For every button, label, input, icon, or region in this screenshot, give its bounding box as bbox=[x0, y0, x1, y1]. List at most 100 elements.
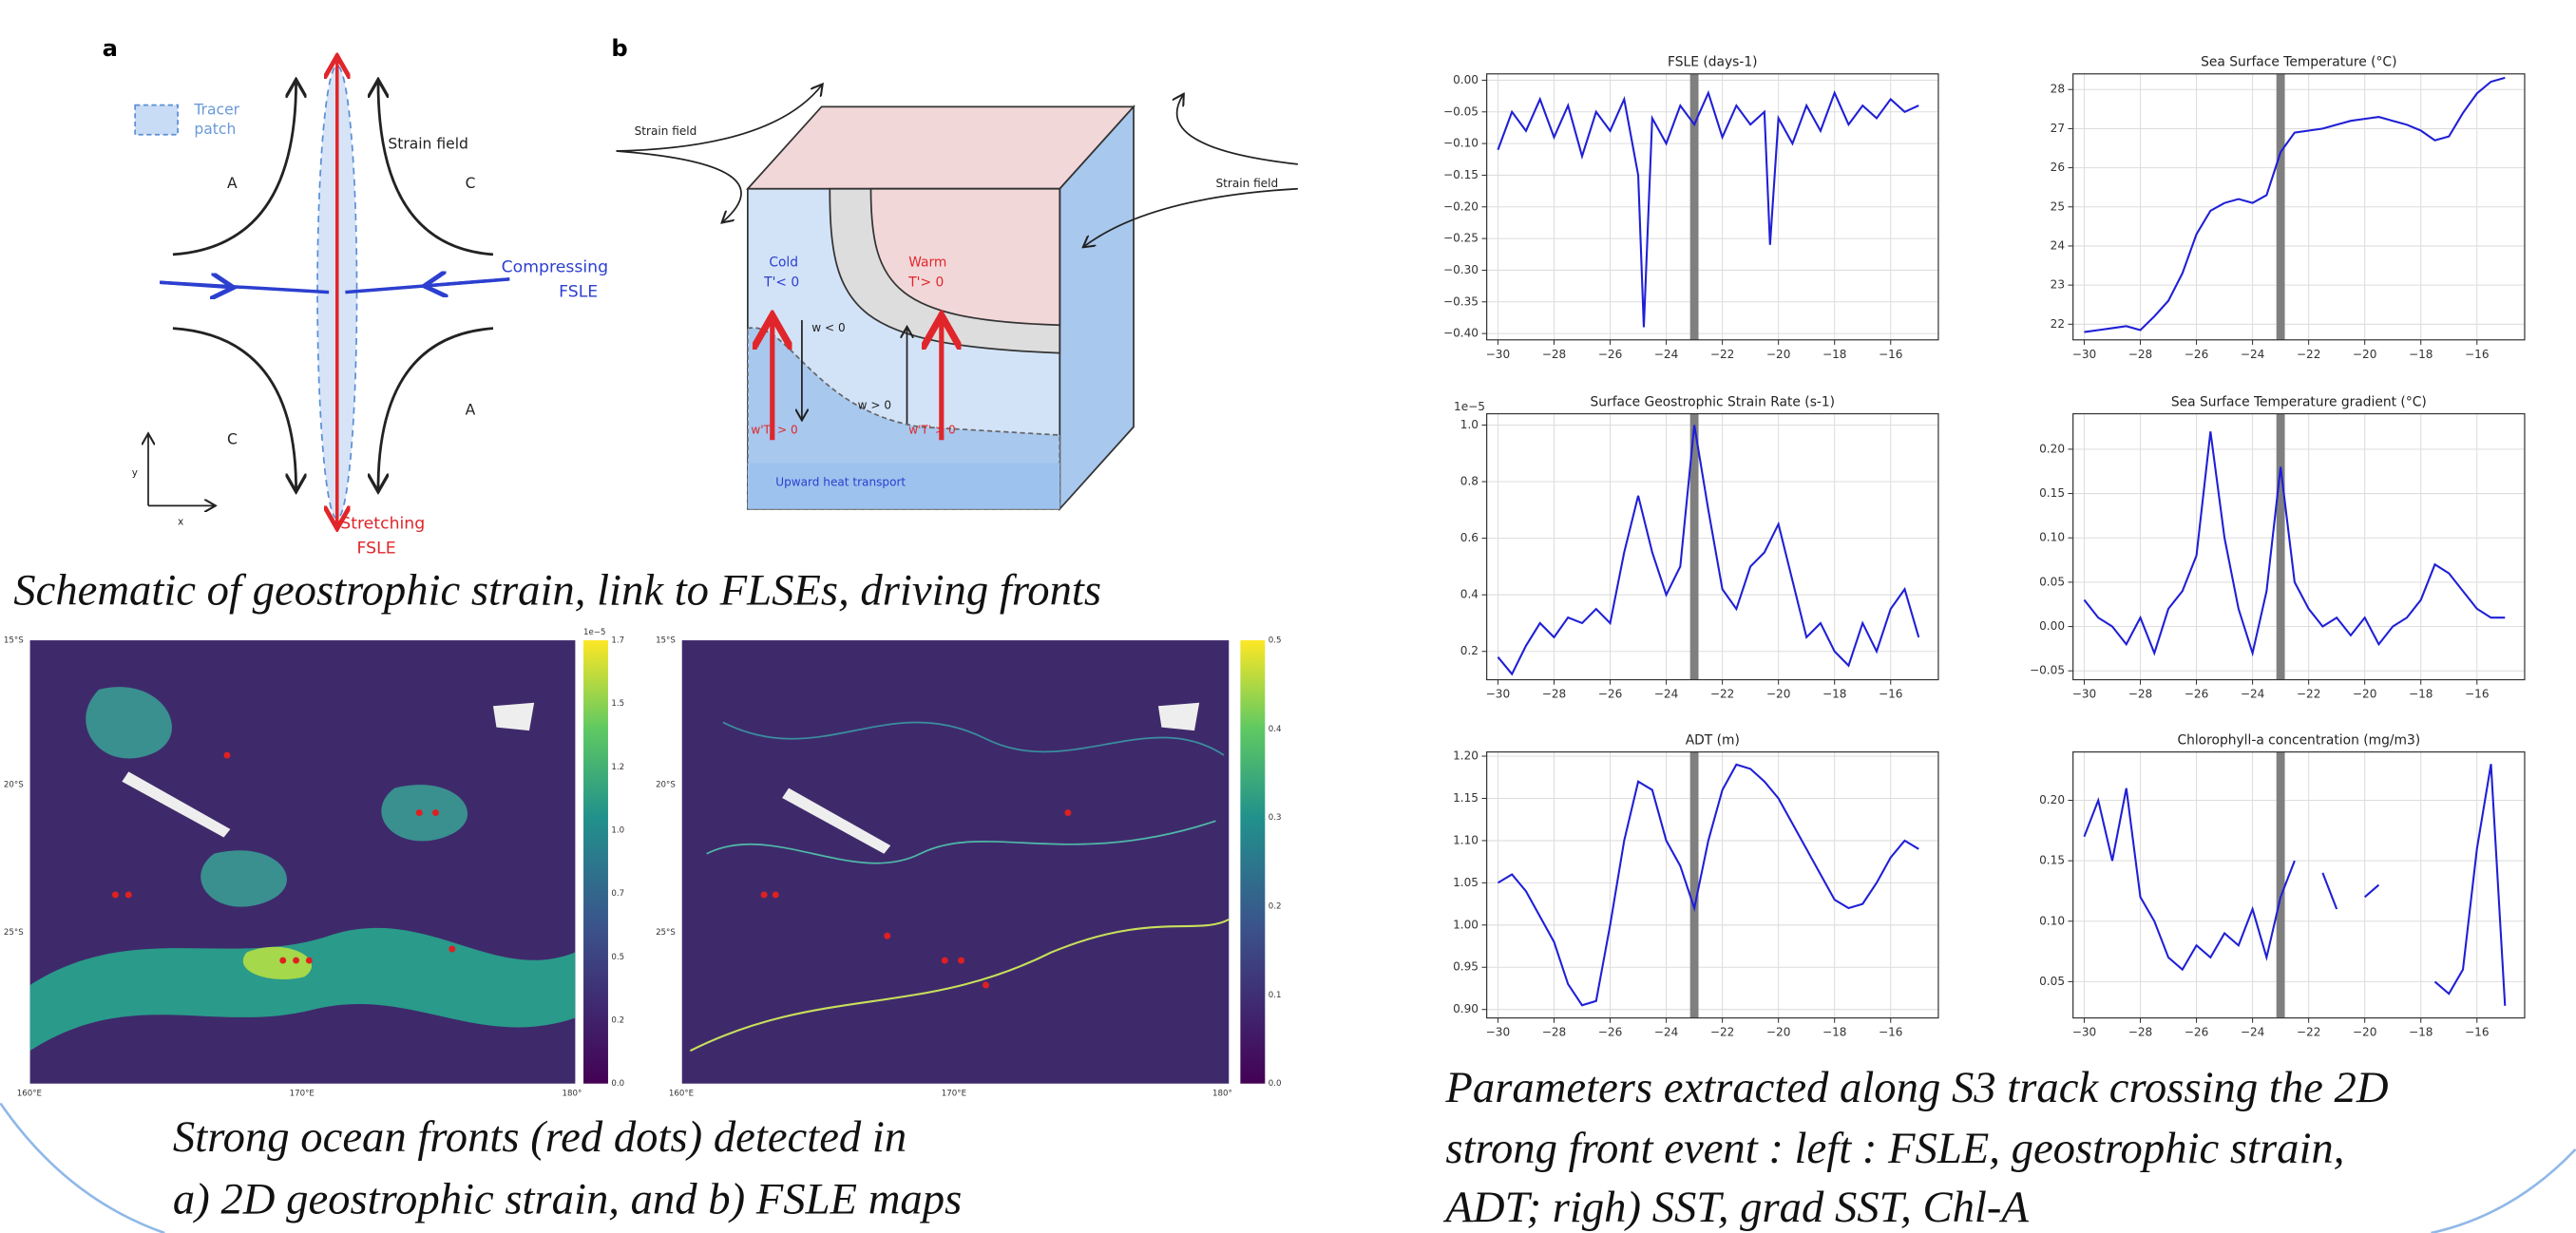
lon-label: 160°E bbox=[17, 1090, 42, 1099]
island bbox=[492, 702, 535, 731]
compressing-label: FSLE bbox=[559, 283, 598, 302]
x-tick-label: −26 bbox=[1598, 348, 1623, 361]
colorbar-tick: 1.2 bbox=[611, 763, 624, 772]
axis-label: x bbox=[178, 517, 183, 528]
lat-label: 15°S bbox=[4, 636, 24, 646]
y-tick-label: 0.8 bbox=[1460, 475, 1479, 488]
colorbar-tick: 1.0 bbox=[611, 826, 624, 836]
x-tick-label: −24 bbox=[1654, 1026, 1679, 1039]
y-tick-label: 0.10 bbox=[2039, 531, 2065, 544]
warm-label: Warm bbox=[908, 256, 946, 271]
flux-label: w'T' > 0 bbox=[751, 423, 797, 436]
cold-label: Cold bbox=[769, 256, 798, 271]
x-tick-label: −18 bbox=[2409, 688, 2433, 701]
colorbar-tick: 1.5 bbox=[611, 699, 624, 709]
colorbar-tick: 0.0 bbox=[611, 1079, 624, 1089]
caption: a) 2D geostrophic strain, and b) FSLE ma… bbox=[173, 1175, 962, 1224]
lon-label: 160°E bbox=[669, 1090, 694, 1099]
x-tick-label: −26 bbox=[2185, 688, 2209, 701]
y-tick-label: −0.15 bbox=[1443, 168, 1479, 181]
chart-title: ADT (m) bbox=[1686, 732, 1740, 748]
highlight-band bbox=[1689, 751, 1699, 1018]
warm-layer bbox=[869, 187, 1061, 327]
region-label: C bbox=[227, 431, 238, 448]
legend-text: patch bbox=[194, 121, 236, 138]
strain-label: Strain field bbox=[635, 124, 697, 138]
x-tick-label: −30 bbox=[1486, 348, 1511, 361]
line-chart: −30 −28 −26 −24 −22 −20 −18 −16 0.00 −0.05 −0.10 −0… bbox=[1443, 55, 1939, 361]
x-tick-label: −16 bbox=[2465, 1026, 2490, 1039]
plot-frame bbox=[2072, 73, 2526, 341]
colorbar-tick: 0.0 bbox=[1269, 1079, 1282, 1089]
x-tick-label: −16 bbox=[1879, 1026, 1903, 1039]
data-line bbox=[2083, 431, 2506, 657]
y-tick-label: 1.15 bbox=[1453, 791, 1479, 805]
lon-label: 170°E bbox=[290, 1090, 315, 1099]
colorbar-tick: 0.2 bbox=[611, 1016, 624, 1026]
y-tick-label: −0.35 bbox=[1443, 294, 1479, 308]
x-tick-label: −22 bbox=[2297, 348, 2321, 361]
x-tick-label: −20 bbox=[1766, 688, 1791, 701]
colorbar-tick: 0.3 bbox=[1269, 813, 1282, 823]
x-tick-label: −28 bbox=[1542, 1026, 1567, 1039]
data-line bbox=[1497, 425, 1920, 676]
x-tick-label: −22 bbox=[1710, 1026, 1735, 1039]
y-tick-label: 0.15 bbox=[2039, 854, 2065, 867]
x-tick-label: −22 bbox=[2297, 688, 2321, 701]
x-tick-label: −20 bbox=[1766, 348, 1791, 361]
field-blob bbox=[242, 946, 313, 979]
legend-text: Tracer bbox=[193, 101, 239, 118]
x-tick-label: −30 bbox=[2072, 348, 2097, 361]
x-tick-label: −30 bbox=[2072, 1026, 2097, 1039]
chart-title: FSLE (days-1) bbox=[1668, 55, 1757, 70]
x-tick-label: −20 bbox=[1766, 1026, 1791, 1039]
y-tick-label: 0.10 bbox=[2039, 914, 2065, 927]
schematic-a: a Tracer patch Strain field A C C A Comp… bbox=[103, 35, 608, 558]
y-tick-label: 22 bbox=[2051, 317, 2065, 331]
y-tick-label: 0.95 bbox=[1453, 960, 1479, 974]
fsle-filament bbox=[722, 721, 1225, 756]
caption: ADT; righ) SST, grad SST, Chl-A bbox=[1442, 1183, 2029, 1232]
highlight-band bbox=[2276, 73, 2285, 340]
y-tick-label: 28 bbox=[2051, 83, 2065, 96]
line-chart: −30 −28 −26 −24 −22 −20 −18 −16 0.2 0.4 0.6 0.8 1.0 S… bbox=[1454, 394, 1939, 701]
y-tick-label: −0.05 bbox=[2030, 664, 2065, 677]
compress-arrow bbox=[428, 279, 510, 286]
lat-label: 25°S bbox=[656, 928, 676, 938]
colorbar-tick: 0.4 bbox=[1269, 725, 1282, 734]
strain-curve bbox=[172, 82, 296, 256]
y-tick-label: −0.40 bbox=[1443, 327, 1479, 340]
plot-frame bbox=[2072, 412, 2526, 681]
region-label: C bbox=[466, 175, 476, 192]
colorbar bbox=[583, 640, 608, 1084]
colorbar-tick: 1.7 bbox=[611, 636, 624, 646]
y-tick-label: 0.6 bbox=[1460, 531, 1479, 544]
decor-arc bbox=[0, 1102, 165, 1233]
x-tick-label: −26 bbox=[1598, 688, 1623, 701]
flux-label: w'T' > 0 bbox=[908, 423, 955, 436]
chart-title: Sea Surface Temperature (°C) bbox=[2201, 55, 2396, 70]
caption: Parameters extracted along S3 track cros… bbox=[1444, 1063, 2388, 1112]
highlight-band bbox=[2276, 751, 2285, 1018]
cold-label: T'< 0 bbox=[763, 275, 799, 290]
x-tick-label: −30 bbox=[1486, 688, 1511, 701]
colorbar bbox=[1240, 640, 1266, 1084]
y-tick-label: 26 bbox=[2051, 161, 2065, 174]
w-label: w < 0 bbox=[811, 321, 845, 334]
x-tick-label: −16 bbox=[2465, 348, 2490, 361]
y-tick-label: 23 bbox=[2051, 278, 2065, 292]
x-tick-label: −24 bbox=[2241, 688, 2265, 701]
strain-arrow bbox=[616, 150, 742, 221]
strain-arrow bbox=[616, 85, 822, 152]
colorbar-tick: 0.7 bbox=[611, 889, 624, 899]
plot-area bbox=[2072, 751, 2525, 1018]
x-tick-label: −24 bbox=[1654, 688, 1679, 701]
x-tick-label: −18 bbox=[2409, 1026, 2433, 1039]
y-tick-label: 0.00 bbox=[2039, 619, 2065, 633]
x-tick-label: −20 bbox=[2353, 1026, 2377, 1039]
y-tick-label: 0.15 bbox=[2039, 486, 2065, 500]
line-chart: −30 −28 −26 −24 −22 −20 −18 −16 22 23 24 25 26 27 28 Se… bbox=[2051, 55, 2526, 361]
chart-title: Chlorophyll-a concentration (mg/m3) bbox=[2177, 732, 2420, 748]
x-tick-label: −22 bbox=[1710, 688, 1735, 701]
